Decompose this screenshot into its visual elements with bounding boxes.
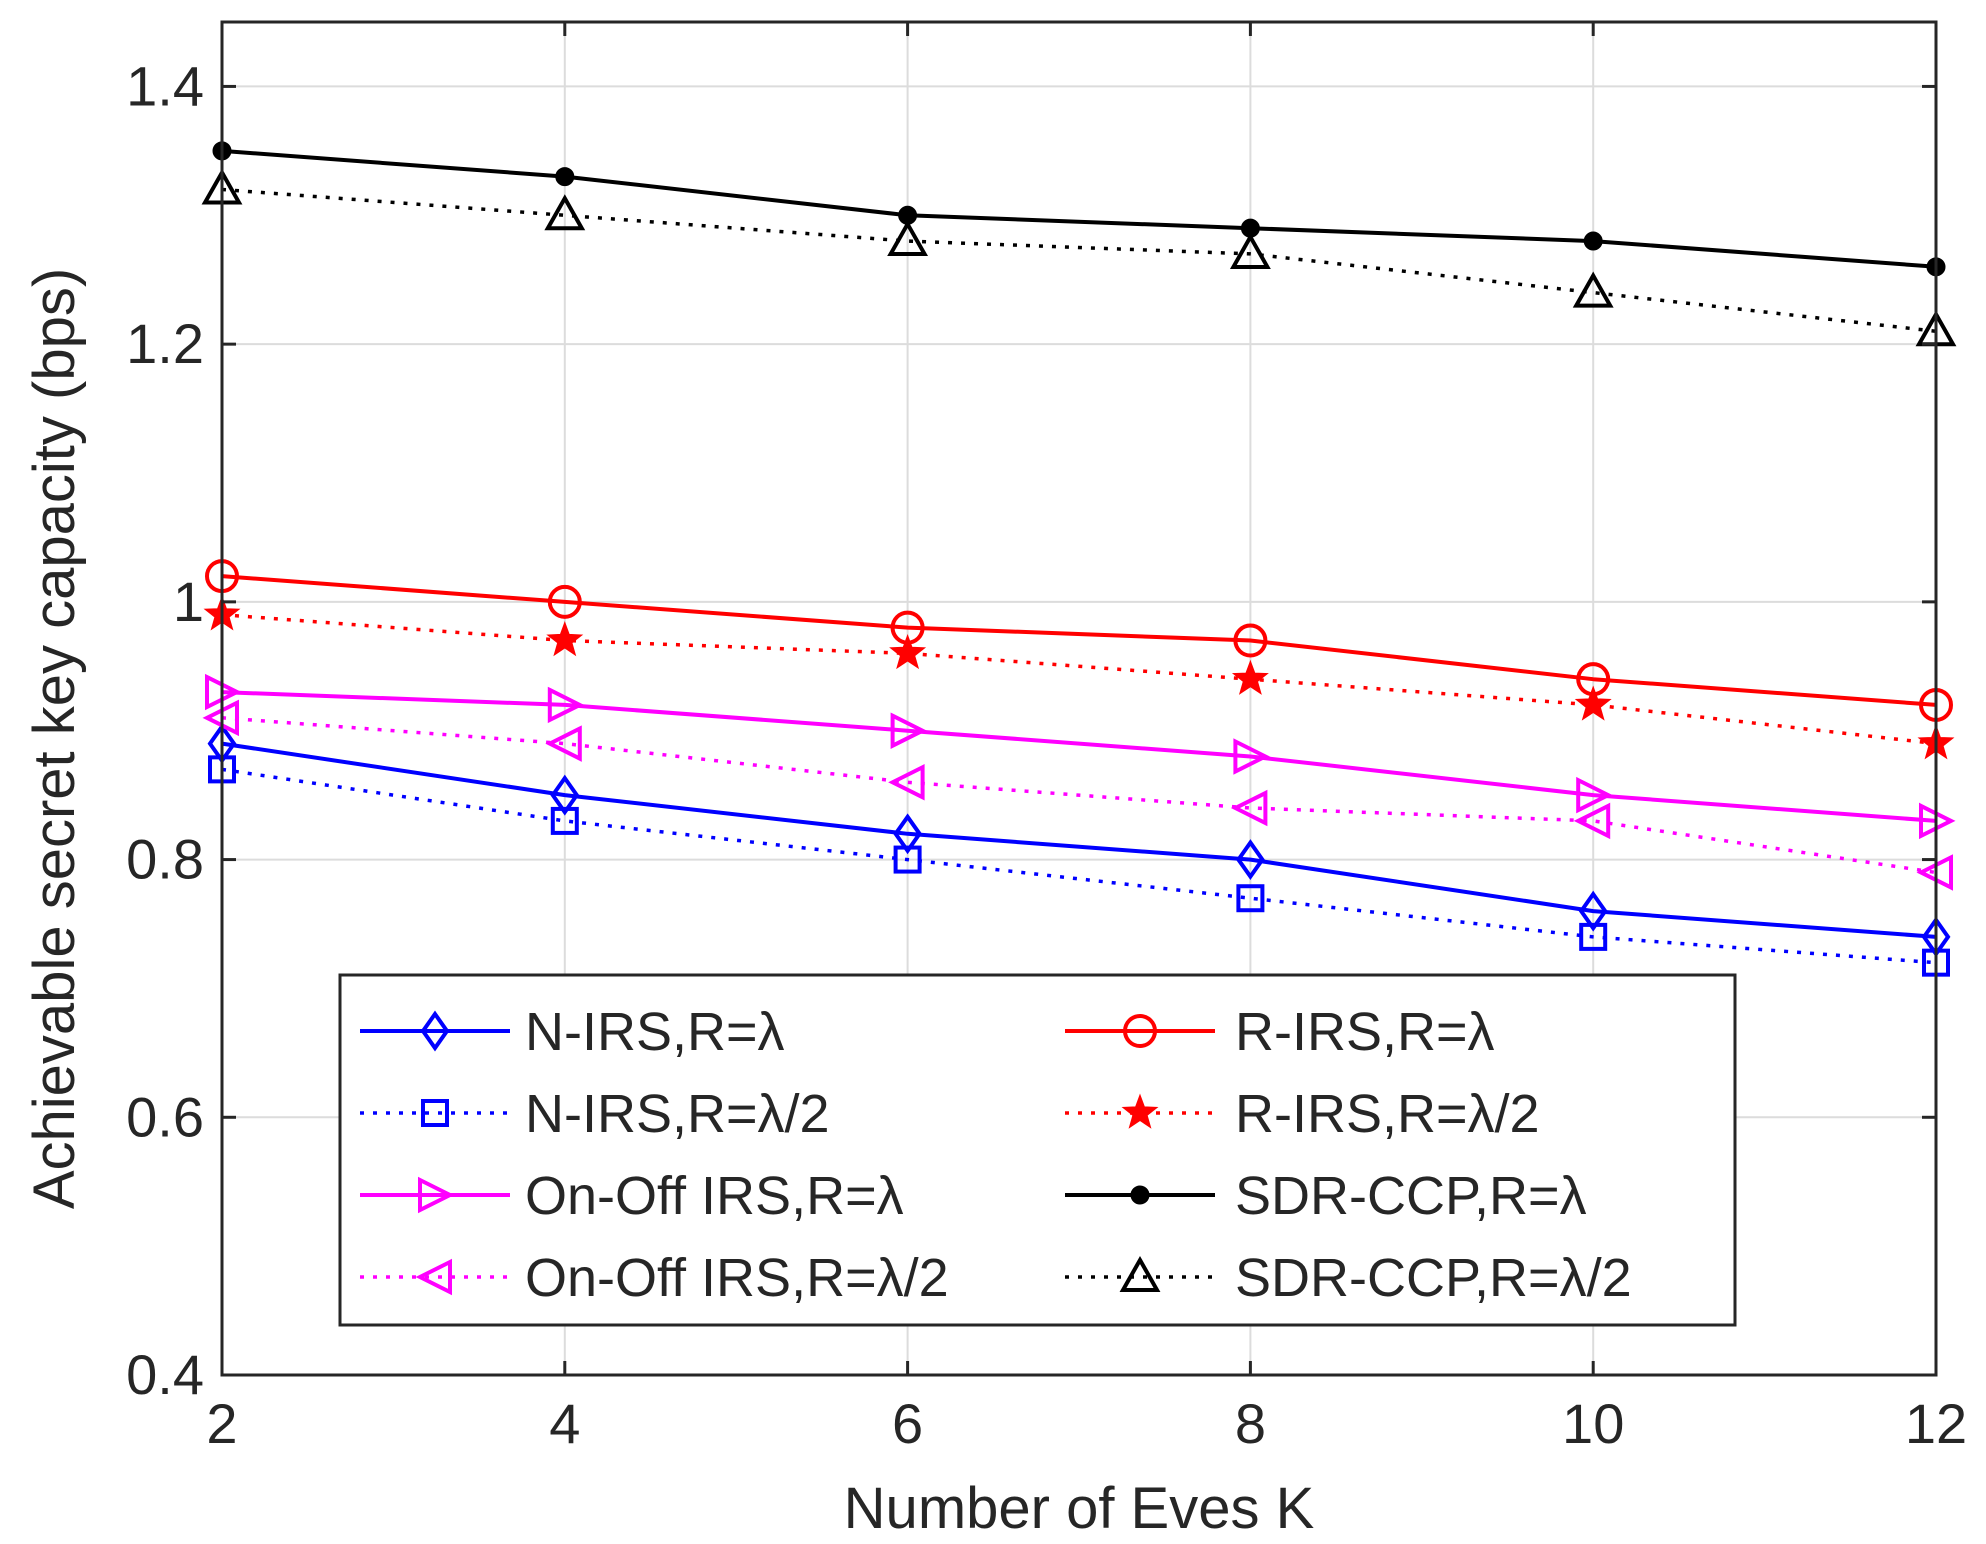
- legend-label: On-Off IRS,R=λ/2: [525, 1248, 949, 1308]
- data-point: [1119, 1255, 1161, 1292]
- series-line: [221, 767, 1937, 965]
- data-point: [421, 1099, 449, 1127]
- y-tick-label: 1.4: [126, 54, 204, 117]
- legend-item: R-IRS,R=λ/2: [1065, 1084, 1540, 1144]
- legend-label: SDR-CCP,R=λ/2: [1235, 1248, 1632, 1308]
- series-line: [221, 612, 1937, 746]
- legend-label: On-Off IRS,R=λ: [525, 1166, 904, 1226]
- data-point: [1236, 884, 1265, 913]
- x-axis-label: Number of Eves K: [844, 1476, 1315, 1541]
- legend-item: SDR-CCP,R=λ: [1065, 1166, 1587, 1226]
- y-tick-label: 0.4: [126, 1343, 204, 1406]
- data-point: [415, 1258, 452, 1296]
- y-tick-label: 1: [173, 570, 204, 633]
- series-line: [221, 148, 1937, 269]
- data-point: [889, 633, 927, 670]
- data-point: [1130, 1185, 1150, 1205]
- x-tick-label: 8: [1235, 1392, 1266, 1455]
- x-tick-label: 4: [549, 1392, 580, 1455]
- legend-label: SDR-CCP,R=λ: [1235, 1166, 1587, 1226]
- legend-item: On-Off IRS,R=λ/2: [360, 1248, 949, 1308]
- legend-box: [338, 973, 1737, 1327]
- data-point: [420, 1010, 450, 1052]
- x-tick-label: 6: [892, 1392, 923, 1455]
- data-point: [1583, 231, 1603, 251]
- series-line: [221, 716, 1937, 875]
- data-point: [888, 764, 925, 801]
- data-point: [544, 194, 586, 231]
- x-tick-label: 12: [1905, 1392, 1967, 1455]
- y-tick-label: 0.6: [126, 1085, 204, 1148]
- data-point: [547, 686, 585, 724]
- y-tick-label: 1.2: [126, 312, 204, 375]
- legend-item: R-IRS,R=λ: [1065, 1002, 1495, 1062]
- data-point: [1230, 789, 1268, 827]
- series-6: [212, 141, 1946, 277]
- data-point: [1573, 802, 1611, 840]
- series-line: [221, 690, 1937, 823]
- data-point: [418, 1176, 455, 1214]
- data-point: [1579, 922, 1608, 951]
- data-point: [1229, 232, 1271, 269]
- legend-label: N-IRS,R=λ: [525, 1002, 785, 1062]
- data-point: [545, 725, 582, 762]
- legend-item: On-Off IRS,R=λ: [360, 1166, 904, 1226]
- legend-item: SDR-CCP,R=λ/2: [1065, 1248, 1632, 1308]
- y-tick-label: 0.8: [126, 828, 204, 891]
- x-tick-label: 10: [1562, 1392, 1624, 1455]
- data-point: [546, 621, 584, 657]
- legend-item: N-IRS,R=λ/2: [360, 1084, 830, 1144]
- legend-item: N-IRS,R=λ: [360, 1002, 785, 1062]
- data-point: [893, 845, 922, 874]
- data-point: [893, 813, 923, 855]
- series-line: [221, 574, 1937, 707]
- data-point: [550, 774, 580, 816]
- data-point: [1233, 738, 1270, 775]
- data-point: [1578, 890, 1608, 932]
- series-line: [221, 741, 1937, 939]
- data-point: [1121, 1093, 1159, 1129]
- data-point: [1235, 839, 1265, 881]
- data-point: [1574, 685, 1612, 721]
- data-point: [890, 712, 928, 749]
- legend-label: R-IRS,R=λ/2: [1235, 1084, 1540, 1144]
- data-point: [1233, 623, 1268, 658]
- data-point: [1572, 271, 1614, 308]
- data-point: [1123, 1014, 1157, 1048]
- data-point: [550, 806, 579, 835]
- data-point: [1576, 776, 1613, 814]
- legend: N-IRS,R=λ N-IRS,R=λ/2 On-Off IRS,R=λ On-Off…: [338, 973, 1737, 1327]
- data-point: [547, 584, 582, 619]
- x-tick-label: 2: [206, 1392, 237, 1455]
- series-line: [221, 187, 1937, 334]
- series-7: [201, 168, 1957, 347]
- series-4: [205, 559, 1953, 722]
- legend-label: R-IRS,R=λ: [1235, 1002, 1495, 1062]
- data-point: [887, 220, 929, 257]
- ticks: 2 4 6 8 10 12 0.4 0.6 0.8 1 1.2 1.4: [126, 22, 1967, 1455]
- y-axis-label: Achievable secret key capacity (bps): [22, 268, 87, 1209]
- legend-label: N-IRS,R=λ/2: [525, 1084, 830, 1144]
- plot-frame: [220, 20, 1938, 1377]
- data-point: [1231, 659, 1269, 695]
- data-point: [555, 167, 575, 187]
